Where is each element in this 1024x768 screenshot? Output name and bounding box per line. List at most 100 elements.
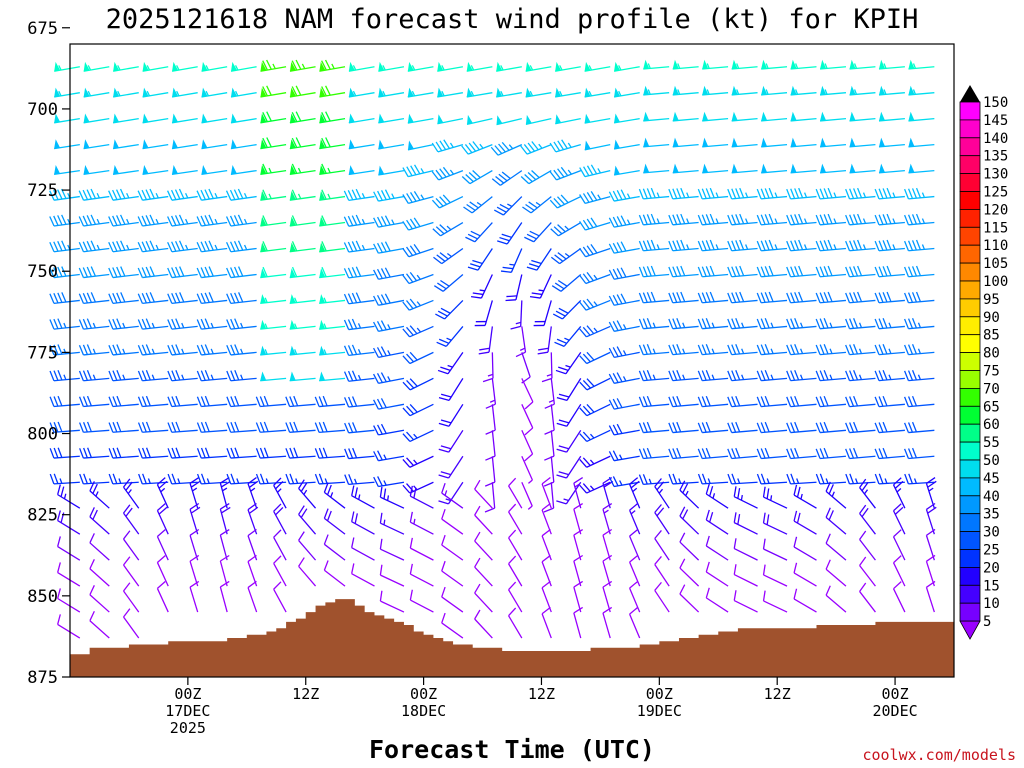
wind-barb: [433, 273, 464, 292]
colorbar-swatch: [959, 262, 981, 282]
wind-barb: [137, 188, 169, 201]
wind-barb: [815, 369, 847, 382]
x-tick-label: 20DEC: [872, 702, 917, 720]
wind-barb: [289, 294, 316, 304]
wind-barb: [167, 318, 198, 330]
wind-barb: [613, 61, 640, 72]
wind-barb: [108, 266, 139, 279]
wind-barb: [727, 369, 758, 382]
wind-barb: [343, 240, 375, 253]
wind-barb: [409, 589, 434, 613]
wind-barb: [908, 85, 935, 96]
wind-barb: [733, 512, 758, 535]
wind-barb: [756, 473, 788, 485]
wind-barb: [541, 606, 552, 639]
wind-barb: [925, 528, 936, 561]
wind-barb: [643, 59, 670, 70]
colorbar-swatch: [959, 352, 981, 371]
wind-barb: [697, 344, 729, 356]
wind-barb: [786, 265, 817, 278]
wind-barb: [654, 581, 670, 613]
wind-barb: [579, 298, 611, 311]
wind-barb: [790, 137, 817, 148]
wind-barb: [845, 318, 876, 330]
wind-barb: [323, 534, 346, 561]
wind-barb: [925, 554, 936, 587]
wind-barb: [260, 163, 287, 176]
wind-barb: [54, 87, 80, 98]
wind-barb: [493, 196, 523, 216]
wind-barb: [57, 536, 81, 561]
wind-barb: [756, 291, 788, 304]
wind-barb: [556, 455, 582, 479]
wind-barb: [474, 479, 493, 509]
wind-barb: [409, 511, 434, 535]
wind-barb: [555, 352, 582, 375]
wind-barb: [903, 344, 935, 356]
wind-barb: [260, 111, 287, 124]
y-tick-label: 700: [27, 100, 58, 120]
wind-barb: [108, 292, 139, 304]
wind-barb: [550, 221, 582, 237]
wind-barb: [54, 61, 80, 72]
wind-barb: [554, 325, 582, 347]
wind-barb: [552, 299, 582, 320]
wind-barb: [196, 473, 228, 485]
wind-barb: [89, 585, 110, 613]
wind-barb: [319, 137, 346, 150]
wind-barb: [643, 85, 670, 96]
wind-barb: [319, 294, 346, 305]
wind-barb: [260, 189, 287, 201]
wind-barb: [156, 477, 169, 509]
wind-barb: [819, 163, 847, 174]
wind-barb: [351, 563, 375, 587]
wind-barb: [727, 213, 758, 226]
wind-barb: [407, 140, 434, 151]
wind-barb: [49, 292, 80, 304]
wind-barb: [142, 139, 169, 150]
wind-barb: [289, 345, 316, 356]
wind-barb: [156, 581, 169, 613]
wind-barb: [343, 344, 375, 357]
wind-barb: [505, 274, 523, 302]
wind-barb: [733, 486, 758, 509]
wind-barb: [289, 163, 316, 176]
wind-barb: [602, 606, 613, 639]
wind-barb: [874, 291, 905, 304]
wind-barb: [289, 371, 316, 382]
wind-barb: [845, 421, 876, 434]
y-tick-label: 725: [27, 181, 58, 201]
wind-barb: [226, 266, 257, 279]
wind-barb: [189, 580, 200, 613]
wind-barb: [432, 221, 464, 237]
wind-barb: [613, 87, 640, 98]
wind-barb: [793, 562, 817, 587]
wind-barb: [697, 318, 729, 330]
wind-barb: [731, 111, 758, 122]
wind-barb: [679, 584, 700, 613]
wind-barb: [756, 395, 788, 408]
wind-barb: [441, 560, 464, 587]
wind-barb: [762, 564, 788, 587]
wind-barb: [508, 607, 523, 639]
wind-barb: [285, 447, 316, 459]
wind-barb: [260, 85, 287, 98]
wind-barb: [629, 580, 641, 613]
wind-barb: [521, 404, 534, 436]
wind-barb: [638, 239, 670, 252]
wind-barb: [441, 508, 464, 535]
wind-barb: [727, 265, 758, 278]
wind-barb: [89, 481, 110, 509]
wind-barb: [903, 291, 935, 304]
wind-barb: [54, 139, 80, 150]
wind-barb: [579, 429, 611, 443]
x-tick-label: 2025: [170, 719, 206, 737]
wind-barb: [348, 113, 375, 124]
wind-barb: [815, 239, 847, 252]
colorbar-label: 145: [983, 113, 1008, 129]
wind-barb: [474, 557, 493, 587]
wind-barbs: [49, 59, 937, 639]
wind-barb: [49, 266, 80, 279]
wind-barb: [903, 187, 935, 200]
wind-barb: [137, 292, 169, 304]
